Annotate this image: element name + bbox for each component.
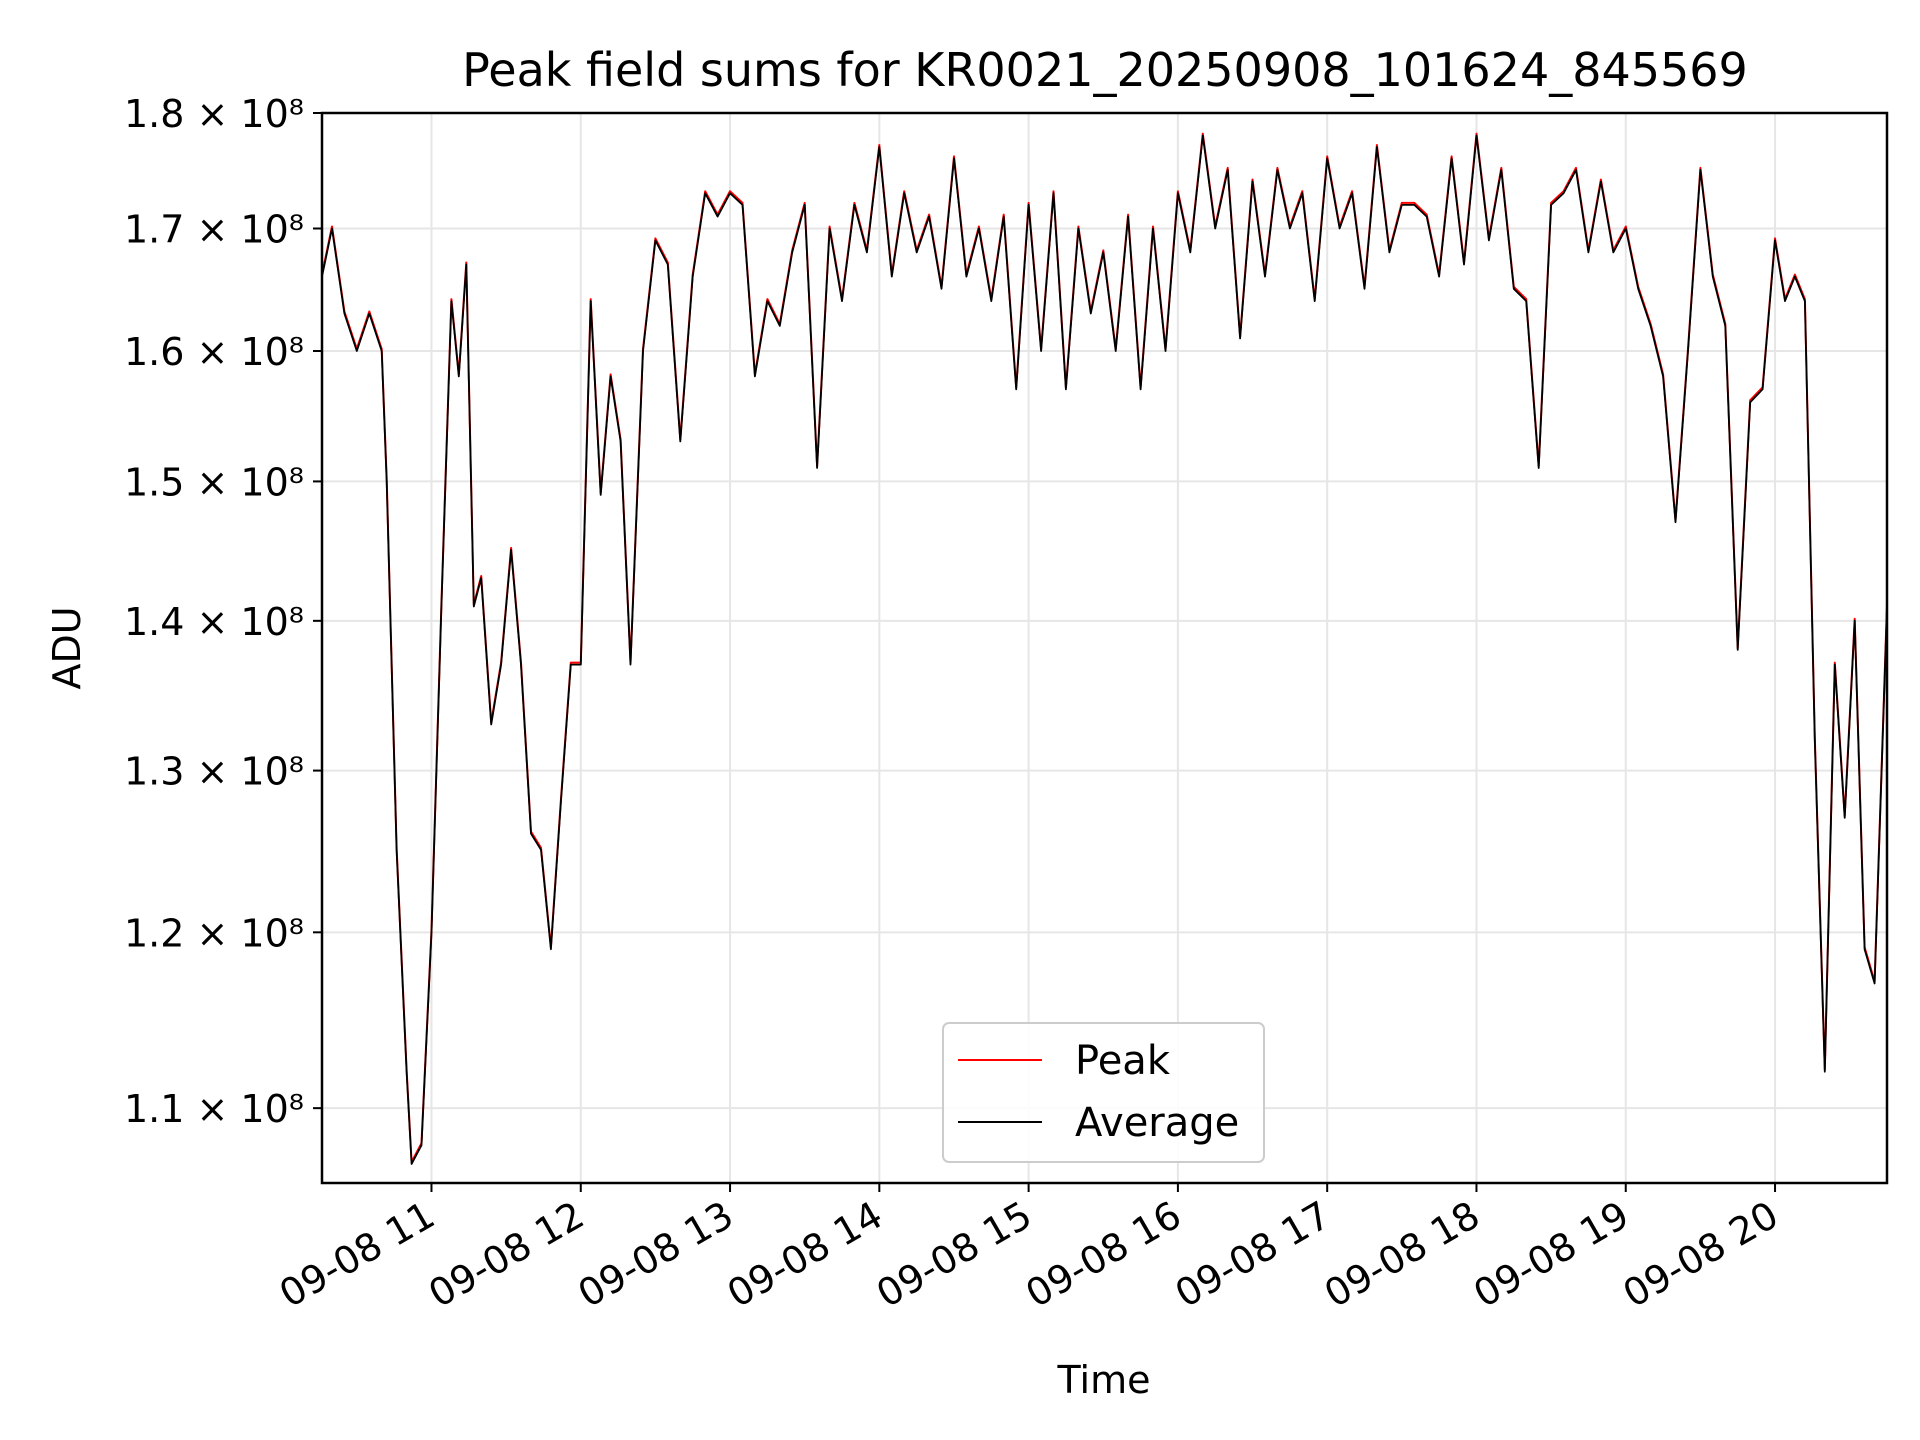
y-tick-label: 1.8 × 10⁸ xyxy=(124,92,304,136)
y-axis-label: ADU xyxy=(45,606,89,689)
y-tick-label: 1.2 × 10⁸ xyxy=(124,911,304,955)
plot-frame xyxy=(320,111,1889,1185)
y-tick-label: 1.3 × 10⁸ xyxy=(124,750,304,794)
series-layer xyxy=(321,132,1888,1165)
chart-title: Peak field sums for KR0021_20250908_1016… xyxy=(462,43,1748,97)
legend-box xyxy=(942,1022,1265,1163)
y-tick-label: 1.7 × 10⁸ xyxy=(124,208,304,252)
y-tick-label: 1.6 × 10⁸ xyxy=(124,330,304,374)
y-tick-label: 1.5 × 10⁸ xyxy=(124,460,304,504)
series-line-average xyxy=(321,134,1888,1165)
y-axis: 1.1 × 10⁸ 1.2 × 10⁸ 1.3 × 10⁸ 1.4 × 10⁸ 1.5 … xyxy=(124,92,322,1131)
y-tick-label: 1.4 × 10⁸ xyxy=(124,600,304,644)
legend-label-average: Average xyxy=(1075,1100,1239,1146)
x-axis-label: Time xyxy=(1057,1358,1151,1402)
legend: Peak Average xyxy=(942,1022,1265,1163)
legend-label-peak: Peak xyxy=(1075,1038,1171,1084)
y-tick-label: 1.1 × 10⁸ xyxy=(124,1087,304,1131)
